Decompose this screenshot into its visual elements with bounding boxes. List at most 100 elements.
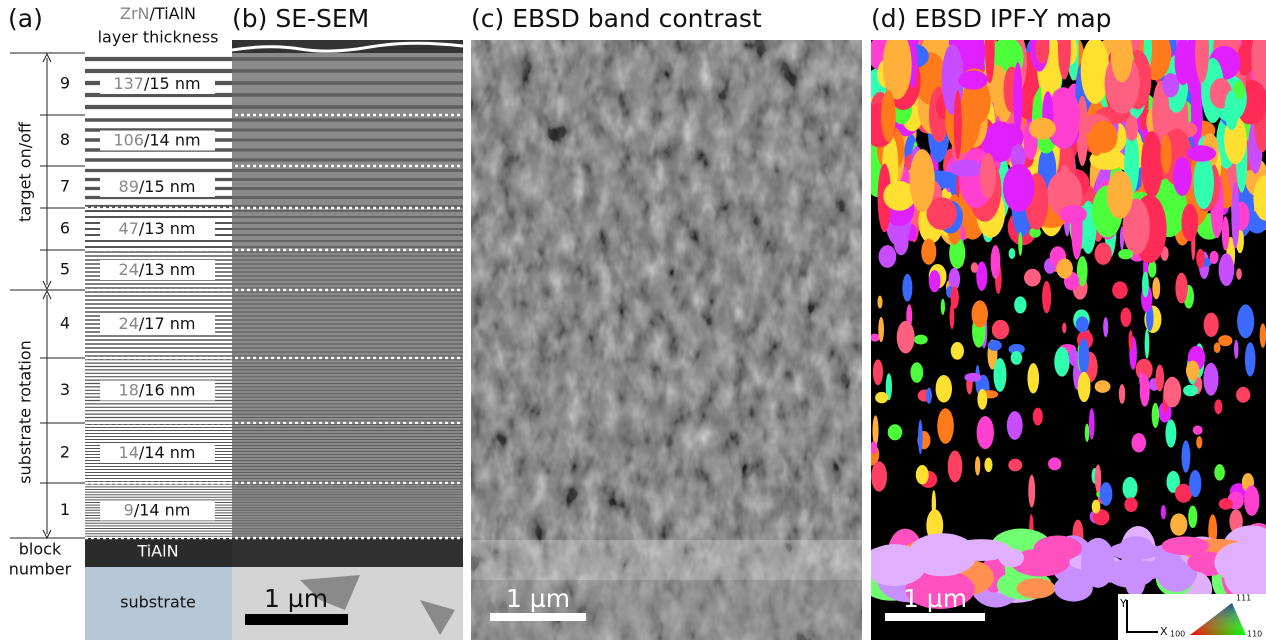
thickness: 9/14 nm <box>124 500 191 519</box>
legend-x: X <box>1160 625 1168 638</box>
header-zrn: ZrN <box>120 4 150 23</box>
grain <box>1193 156 1214 209</box>
sem-stripes <box>232 484 463 536</box>
grain <box>1244 485 1259 516</box>
thickness: 106/14 nm <box>113 130 200 149</box>
grain <box>1095 464 1101 492</box>
grain <box>1204 313 1219 337</box>
grain <box>1107 170 1133 218</box>
grain <box>1181 204 1198 241</box>
grain <box>1175 273 1187 304</box>
grain <box>948 451 963 483</box>
block-number: 3 <box>60 380 70 399</box>
thickness-zrn: 106 <box>113 130 144 149</box>
grain <box>951 342 964 360</box>
grain <box>879 245 897 268</box>
grain <box>1029 118 1056 140</box>
grain <box>1219 253 1235 286</box>
grain <box>1173 157 1192 196</box>
grain <box>921 239 936 265</box>
grain <box>954 90 962 159</box>
grain <box>1018 232 1022 256</box>
grain <box>1089 408 1095 440</box>
grain <box>1210 251 1219 264</box>
legend-y: Y <box>1119 597 1127 610</box>
grain <box>1069 348 1078 365</box>
grain <box>949 160 985 177</box>
thickness-zrn: 14 <box>119 443 139 462</box>
thickness: 18/16 nm <box>119 380 196 399</box>
grain <box>883 30 912 99</box>
grain <box>1214 399 1222 414</box>
grain <box>971 262 979 273</box>
thickness-zrn: 24 <box>119 260 139 279</box>
grain <box>870 334 880 342</box>
grain <box>1141 131 1163 198</box>
grain <box>1196 436 1202 448</box>
grain <box>1236 268 1242 279</box>
grain <box>1161 505 1166 519</box>
grain <box>1245 342 1256 376</box>
grain <box>916 465 929 485</box>
grain <box>1182 440 1191 472</box>
grain <box>980 153 996 198</box>
grain <box>926 388 932 404</box>
grain <box>1129 330 1133 351</box>
grain <box>1014 296 1026 313</box>
grain <box>992 320 1009 339</box>
grain <box>1237 304 1254 338</box>
grain <box>1092 500 1101 514</box>
grain <box>1140 374 1150 406</box>
grain <box>902 274 912 302</box>
grain <box>873 415 879 445</box>
grain <box>1056 258 1072 278</box>
scale-label: 1 µm <box>903 584 967 613</box>
grain <box>999 548 1024 567</box>
block-number: 4 <box>60 314 70 333</box>
block-number: 8 <box>60 130 70 149</box>
grain <box>1123 477 1138 499</box>
scale-label: 1 µm <box>506 584 570 613</box>
grain <box>881 90 896 142</box>
grain <box>1062 322 1066 333</box>
panel-label: (d) EBSD IPF-Y map <box>871 4 1112 33</box>
scale-bar <box>245 614 348 625</box>
grain <box>1218 335 1232 346</box>
grain <box>871 461 887 491</box>
grain <box>972 300 988 327</box>
grain <box>1095 243 1112 265</box>
grain <box>873 359 883 385</box>
grain <box>877 296 882 309</box>
block-number: 7 <box>60 177 70 196</box>
grain <box>910 362 923 382</box>
thickness-tialn: /16 nm <box>139 380 196 399</box>
grain <box>875 392 888 403</box>
grain <box>1234 340 1238 359</box>
grain <box>1054 347 1069 377</box>
grain <box>1085 424 1090 442</box>
grain <box>1170 513 1187 535</box>
grain <box>1011 351 1022 365</box>
grain <box>929 270 941 292</box>
grain <box>1260 323 1266 347</box>
grain <box>932 490 936 518</box>
grain <box>1186 361 1199 381</box>
grain <box>1161 135 1172 174</box>
tialn-label: TiAlN <box>136 542 178 561</box>
grain <box>1125 115 1138 141</box>
scale-label: 1 µm <box>264 584 328 613</box>
substrate-label: substrate <box>120 593 196 612</box>
header: ZrN/TiAlN <box>120 4 196 23</box>
block-number: 9 <box>60 74 70 93</box>
grain <box>1112 281 1128 299</box>
grain <box>1214 342 1221 353</box>
grain <box>1103 317 1108 337</box>
grain <box>1033 408 1043 426</box>
grain <box>991 245 1001 279</box>
header-line2: layer thickness <box>98 28 219 47</box>
panel-a: (a) ZrN/TiAlN layer thickness TiAlN subs… <box>8 4 232 640</box>
grain <box>908 533 977 576</box>
grain <box>1195 19 1209 82</box>
thickness-zrn: 47 <box>119 219 139 238</box>
figure: (a) ZrN/TiAlN layer thickness TiAlN subs… <box>0 0 1266 640</box>
